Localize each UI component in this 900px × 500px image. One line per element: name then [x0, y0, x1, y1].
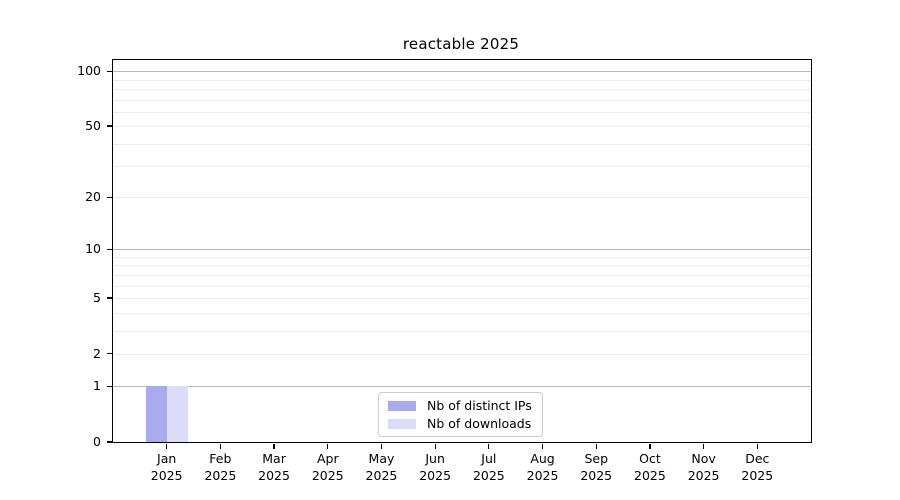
plot-area: Jan 2025 Feb 2025 Mar 2025 Apr 2025 May 2025…	[77, 59, 812, 483]
x-tick-label: Oct 2025	[634, 451, 666, 483]
y-tick-mark	[106, 196, 112, 199]
gridline-minor	[113, 274, 811, 276]
legend: Nb of distinct IPs Nb of downloads	[378, 392, 543, 437]
y-tick-label: 100	[77, 63, 101, 79]
x-tick-mark	[541, 443, 544, 449]
x-tick-label: Jan 2025	[150, 451, 183, 483]
x-tick-mark	[273, 443, 275, 449]
x-tick-label: Feb 2025	[204, 451, 237, 483]
y-tick-mark	[106, 353, 112, 355]
x-tick-mark	[756, 443, 758, 449]
x-tick-label: Dec 2025	[741, 451, 774, 483]
gridline-minor	[113, 353, 811, 355]
x-tick-mark	[488, 443, 490, 449]
bar-downloads	[166, 386, 188, 442]
y-tick-label: 20	[85, 189, 101, 205]
legend-row-downloads: Nb of downloads	[388, 416, 532, 431]
gridline-minor	[113, 285, 811, 287]
chart-title: reactable 2025	[402, 35, 520, 53]
y-tick-label: 5	[93, 290, 101, 306]
legend-label-distinct-ips: Nb of distinct IPs	[427, 398, 532, 413]
gridline-minor	[113, 99, 811, 101]
x-tick-mark	[327, 443, 329, 449]
x-tick-mark	[380, 443, 383, 449]
gridline-minor	[113, 111, 811, 113]
x-tick-label: Apr 2025	[311, 451, 344, 483]
gridline-major	[113, 386, 811, 388]
y-tick-label: 0	[93, 434, 101, 449]
gridline-minor	[113, 79, 811, 81]
y-tick-label: 10	[85, 241, 101, 257]
gridline-minor	[113, 265, 811, 267]
x-tick-label: Aug 2025	[526, 451, 559, 483]
y-tick-label: 2	[93, 345, 101, 361]
bar-distinct-ips	[145, 386, 167, 442]
gridline-major	[113, 71, 811, 73]
x-tick-mark	[166, 443, 168, 449]
gridline-minor	[113, 330, 811, 332]
y-tick-mark	[106, 248, 112, 250]
x-tick-label: Nov 2025	[687, 451, 720, 483]
x-tick-mark	[219, 443, 222, 449]
x-tick-label: Jul 2025	[472, 451, 505, 483]
y-tick-label: 50	[85, 118, 101, 134]
gridline-minor	[113, 257, 811, 258]
y-tick-mark	[106, 297, 112, 299]
y-tick-mark	[106, 385, 112, 387]
legend-row-distinct-ips: Nb of distinct IPs	[388, 398, 532, 413]
gridline-minor	[113, 312, 811, 314]
gridline-minor	[113, 126, 811, 128]
x-tick-label: Sep 2025	[580, 451, 613, 483]
x-tick-mark	[595, 443, 597, 449]
x-tick-mark	[702, 443, 705, 449]
gridline-minor	[113, 143, 811, 145]
y-tick-mark	[106, 70, 112, 72]
gridline-major	[113, 249, 811, 251]
legend-swatch-distinct-ips	[388, 400, 416, 411]
x-tick-label: Jun 2025	[419, 451, 452, 483]
gridline-minor	[113, 197, 811, 199]
y-tick-label: 1	[93, 378, 101, 394]
gridline-minor	[113, 166, 811, 168]
gridline-minor	[113, 298, 811, 300]
y-tick-mark	[106, 125, 112, 127]
x-tick-label: May 2025	[365, 451, 398, 483]
x-tick-mark	[434, 443, 436, 449]
x-tick-label: Mar 2025	[258, 451, 290, 483]
y-tick-mark	[106, 441, 112, 443]
legend-label-downloads: Nb of downloads	[427, 416, 532, 431]
x-tick-mark	[649, 443, 651, 449]
legend-swatch-downloads	[388, 418, 416, 429]
gridline-minor	[113, 88, 811, 90]
